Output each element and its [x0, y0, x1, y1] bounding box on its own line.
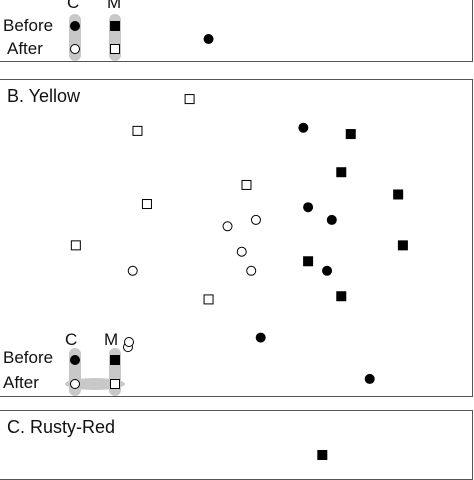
legend-c-after-marker — [70, 379, 80, 389]
legend-m-before-marker — [110, 355, 120, 365]
point-c-before-4 — [255, 332, 266, 343]
legend-c-before-marker — [70, 21, 80, 31]
point-c-before-0 — [203, 34, 214, 44]
point-c-before-0 — [298, 122, 309, 133]
panel-c-title: C. Rusty-Red — [7, 417, 116, 437]
legend-c-label-a: C — [67, 0, 80, 12]
point-c-after-0 — [222, 221, 233, 232]
legend-c-before-marker — [70, 355, 80, 365]
point-c-before-1 — [303, 202, 314, 213]
panel-a: C M Before After — [0, 0, 473, 62]
point-m-before-0 — [317, 450, 328, 460]
point-m-after-4 — [70, 240, 81, 251]
point-c-before-5 — [364, 373, 375, 384]
point-m-after-0 — [184, 94, 195, 105]
panel-b-plot — [65, 94, 408, 396]
legend-m-after-marker — [110, 379, 120, 389]
point-m-after-3 — [141, 199, 152, 210]
panel-c: C. Rusty-Red — [0, 410, 473, 480]
point-m-before-0 — [345, 129, 356, 140]
point-m-after-2 — [241, 179, 252, 190]
legend-m-after-marker — [110, 44, 120, 54]
point-m-after-5 — [203, 294, 214, 305]
point-c-after-1 — [250, 214, 261, 225]
panel-b: B. Yellow C M Before After — [0, 79, 473, 397]
legend-c-after-marker — [70, 44, 80, 54]
point-c-before-2 — [326, 214, 337, 225]
point-m-after-1 — [132, 125, 143, 136]
legend-after-label-a: After — [7, 39, 43, 58]
legend-m-label-b: M — [104, 330, 119, 349]
point-c-after-near-legend — [124, 337, 134, 347]
legend-m-label-a: M — [107, 0, 122, 12]
point-m-before-4 — [303, 256, 314, 267]
point-c-after-3 — [246, 265, 257, 276]
legend-after-label-b: After — [3, 373, 39, 392]
point-m-before-1 — [336, 167, 347, 178]
legend-m-before-marker — [110, 21, 120, 31]
panel-a-plot — [69, 14, 214, 61]
legend-c-label-b: C — [65, 330, 78, 349]
point-m-before-3 — [397, 240, 408, 251]
legend-before-label-a: Before — [3, 16, 54, 35]
point-m-before-2 — [393, 189, 404, 200]
point-c-before-3 — [322, 265, 333, 276]
point-c-after-2 — [236, 246, 247, 257]
point-m-before-5 — [336, 291, 347, 302]
panel-c-plot — [317, 450, 328, 460]
panel-b-title: B. Yellow — [7, 86, 81, 106]
point-c-after-4 — [127, 265, 138, 276]
legend-before-label-b: Before — [3, 348, 54, 367]
